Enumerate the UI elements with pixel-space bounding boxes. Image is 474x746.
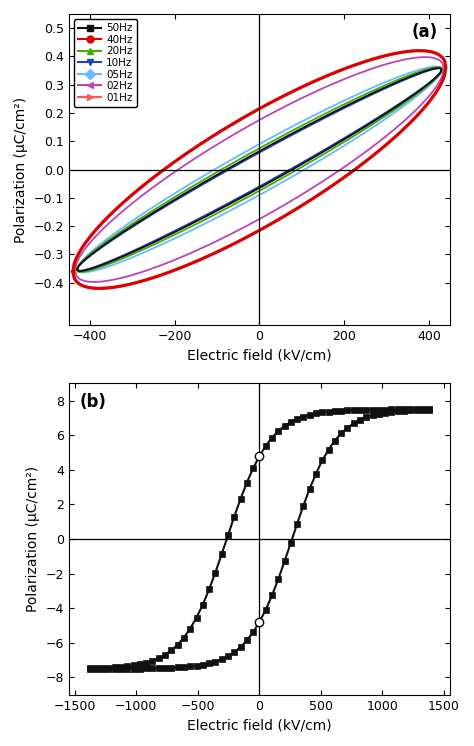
Y-axis label: Polarization (μC/cm²): Polarization (μC/cm²) — [26, 466, 40, 612]
X-axis label: Electric field (kV/cm): Electric field (kV/cm) — [187, 718, 332, 732]
Text: (b): (b) — [80, 392, 107, 411]
X-axis label: Electric field (kV/cm): Electric field (kV/cm) — [187, 348, 332, 363]
Text: (a): (a) — [412, 23, 438, 41]
Y-axis label: Polarization (μC/cm²): Polarization (μC/cm²) — [14, 96, 28, 242]
Legend: 50Hz, 40Hz, 20Hz, 10Hz, 05Hz, 02Hz, 01Hz: 50Hz, 40Hz, 20Hz, 10Hz, 05Hz, 02Hz, 01Hz — [74, 19, 137, 107]
